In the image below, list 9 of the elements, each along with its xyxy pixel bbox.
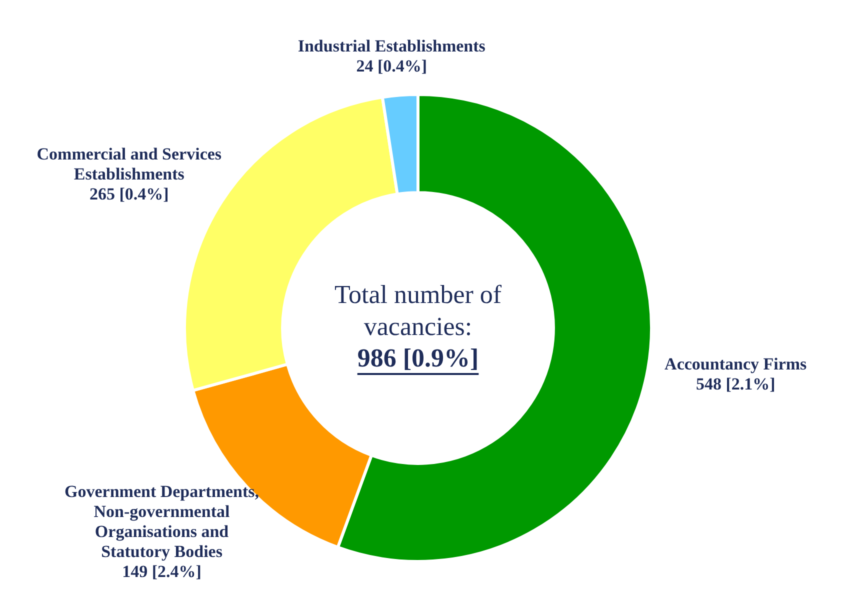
slice-label: Accountancy Firms [664, 354, 808, 374]
text: 986 [0.9%] [357, 344, 479, 373]
data-label: 548 [2.1%] [696, 374, 776, 394]
data-label: 24 [0.4%] [356, 56, 428, 76]
slice-label: Commercial and Services Establishments [36, 144, 222, 184]
data-label: 265 [0.4%] [89, 184, 169, 204]
slice-label: Industrial Establishments [298, 36, 486, 56]
text: Total number of vacancies: [334, 280, 502, 341]
data-label: 149 [2.4%] [122, 562, 202, 581]
